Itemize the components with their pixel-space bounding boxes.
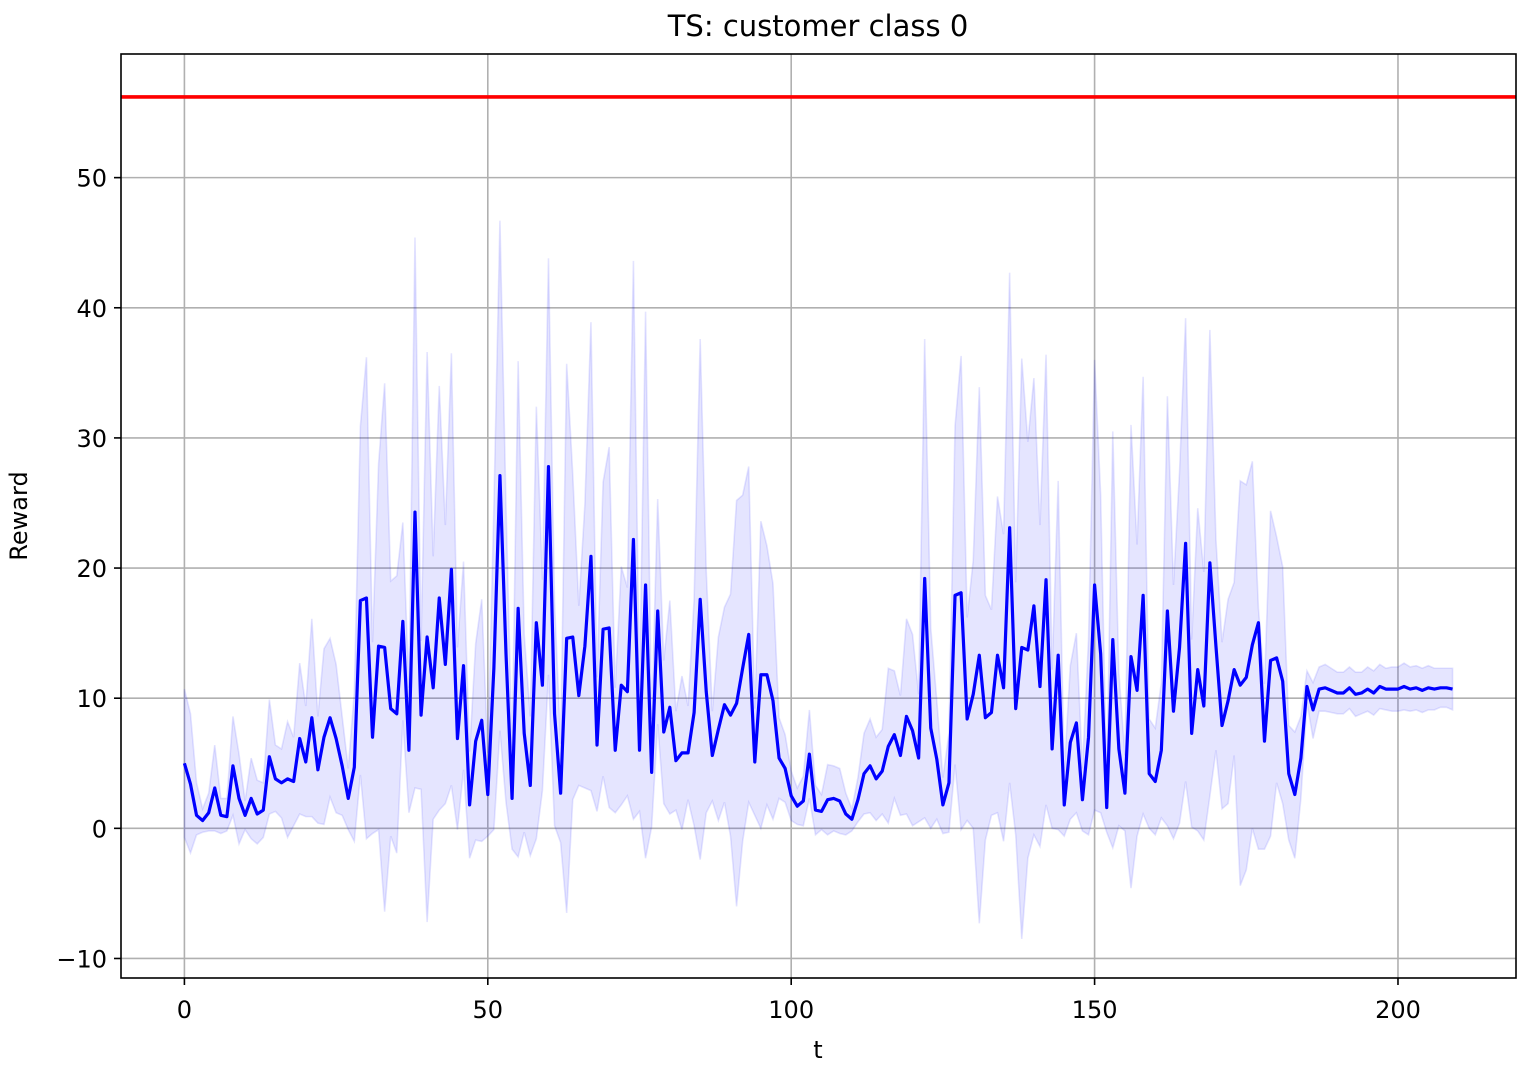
y-axis-label: Reward: [5, 471, 33, 560]
x-tick-label: 150: [1072, 996, 1118, 1024]
gridlines: [121, 54, 1516, 978]
x-tick-label: 0: [177, 996, 192, 1024]
mean-reward-line: [182, 464, 1453, 823]
x-axis-label: t: [813, 1036, 822, 1064]
x-axis: 0 50 100 150 200: [177, 978, 1421, 1024]
y-axis: −10 0 10 20 30 40 50: [56, 165, 121, 973]
y-tick-label: 50: [76, 165, 107, 193]
plot-lines: [121, 95, 1516, 823]
y-tick-label: 0: [92, 815, 107, 843]
x-tick-label: 100: [768, 996, 814, 1024]
y-tick-label: 20: [76, 555, 107, 583]
axes-frame: [120, 53, 1517, 979]
y-tick-label: 30: [76, 425, 107, 453]
x-tick-label: 50: [473, 996, 504, 1024]
confidence-band-area: [183, 220, 1454, 940]
confidence-band: [183, 220, 1454, 940]
x-tick-label: 200: [1375, 996, 1421, 1024]
chart-title: TS: customer class 0: [667, 9, 969, 43]
y-tick-label: −10: [56, 945, 107, 973]
y-tick-label: 40: [76, 295, 107, 323]
y-tick-label: 10: [76, 685, 107, 713]
